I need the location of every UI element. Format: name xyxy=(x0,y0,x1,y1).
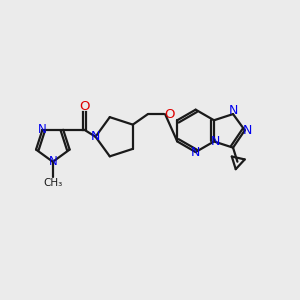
Text: N: N xyxy=(38,123,47,136)
Text: O: O xyxy=(164,108,174,121)
Text: N: N xyxy=(49,155,57,168)
Text: N: N xyxy=(211,135,220,148)
Text: N: N xyxy=(191,146,200,159)
Text: N: N xyxy=(242,124,252,137)
Text: N: N xyxy=(91,130,100,143)
Text: N: N xyxy=(228,104,238,117)
Text: O: O xyxy=(79,100,90,113)
Text: CH₃: CH₃ xyxy=(43,178,62,188)
